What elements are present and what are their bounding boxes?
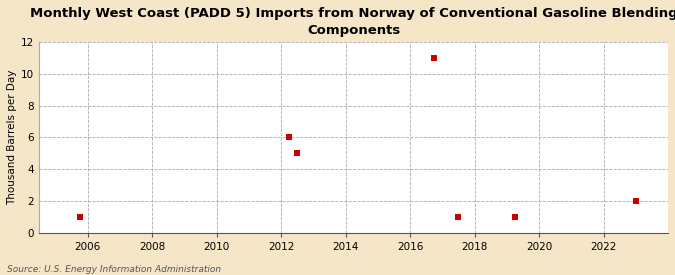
Point <box>284 135 294 140</box>
Point <box>292 151 302 155</box>
Point <box>74 214 85 219</box>
Title: Monthly West Coast (PADD 5) Imports from Norway of Conventional Gasoline Blendin: Monthly West Coast (PADD 5) Imports from… <box>30 7 675 37</box>
Y-axis label: Thousand Barrels per Day: Thousand Barrels per Day <box>7 70 17 205</box>
Point <box>429 56 439 60</box>
Point <box>510 214 520 219</box>
Point <box>630 199 641 203</box>
Point <box>453 214 464 219</box>
Text: Source: U.S. Energy Information Administration: Source: U.S. Energy Information Administ… <box>7 265 221 274</box>
